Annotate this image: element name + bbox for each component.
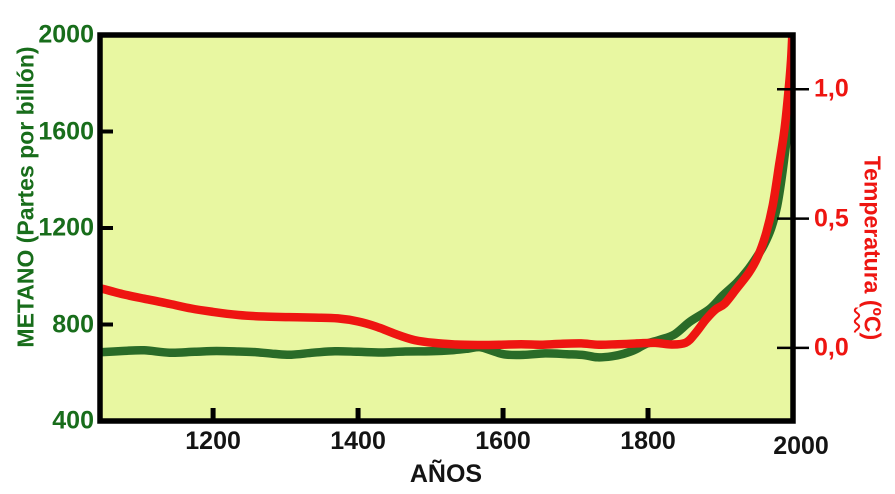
y-left-tick-label: 1600 (38, 117, 94, 145)
y-right-axis-title-prefix: Temperatura ( (859, 155, 886, 308)
x-tick-label: 1800 (620, 427, 676, 455)
y-left-axis-title: METANO (Partes por billón) (12, 46, 39, 348)
x-tick-label: 2000 (773, 432, 829, 460)
y-right-axis-title: Temperatura (ºC) (859, 155, 886, 341)
x-axis-title: AÑOS (409, 460, 483, 488)
y-right-tick-label: 0,0 (814, 333, 849, 362)
y-right-tick-label: 0,5 (814, 204, 849, 233)
y-right-axis-title-suffix: ) (859, 332, 886, 341)
x-tick-label: 1400 (330, 427, 386, 455)
plot-border (97, 32, 796, 424)
y-left-tick-label: 400 (52, 406, 94, 435)
y-right-axis-title-unit: ºC (859, 307, 886, 333)
x-tick-label: 1200 (185, 427, 241, 455)
y-right-tick-label: 1,0 (814, 74, 849, 103)
y-left-tick-label: 1200 (38, 213, 94, 242)
y-left-tick-label: 800 (52, 310, 94, 338)
temperature-line (100, 35, 793, 350)
y-left-tick-label: 2000 (38, 20, 94, 49)
x-tick-label: 1600 (475, 427, 531, 455)
plot-area (100, 35, 793, 421)
